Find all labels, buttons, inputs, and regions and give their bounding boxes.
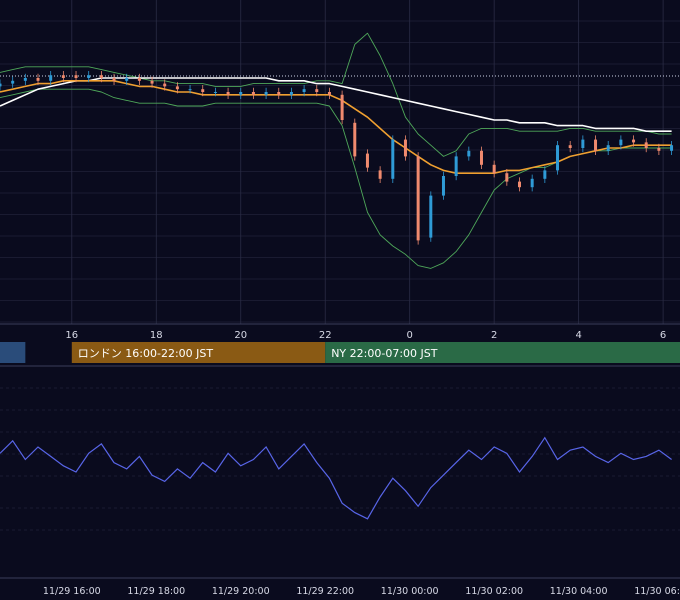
price-x-tick-label: 20	[234, 330, 247, 341]
price-x-tick-label: 22	[319, 330, 332, 341]
moving-average-slow-line	[0, 77, 672, 132]
candle-body	[518, 181, 522, 188]
candle-body	[112, 78, 116, 81]
oscillator-x-tick-label: 11/30 02:00	[465, 586, 523, 597]
candle-body	[454, 156, 458, 176]
candle-body	[378, 170, 382, 179]
candle-body	[594, 139, 598, 151]
oscillator-x-tick-label: 11/30 06:00	[634, 586, 680, 597]
candle-body	[175, 86, 179, 90]
price-x-axis-ticks: 16 18 20 22 0 2 4 6	[65, 330, 666, 341]
candle-body	[74, 75, 78, 78]
candle-body	[150, 80, 154, 84]
price-x-tick-label: 0	[407, 330, 413, 341]
oscillator-series	[0, 436, 672, 520]
candle-body	[36, 78, 40, 81]
candle-body	[49, 75, 53, 81]
candle-body	[568, 145, 572, 148]
candle-body	[188, 89, 192, 91]
candle-body	[543, 170, 547, 179]
candle-body	[606, 145, 610, 151]
price-panel-series	[0, 32, 674, 269]
candle-body	[61, 75, 65, 78]
candle-body	[416, 156, 420, 241]
candle-body	[479, 150, 483, 165]
oscillator-x-tick-label: 11/29 20:00	[212, 586, 270, 597]
candle-body	[226, 92, 230, 95]
bollinger-upper-band	[0, 32, 672, 157]
price-x-tick-label: 2	[491, 330, 497, 341]
candle-body	[251, 92, 255, 95]
price-panel-grid	[0, 0, 680, 324]
candle-body	[657, 148, 661, 151]
candle-body	[670, 145, 674, 151]
candle-body	[327, 92, 331, 95]
candle-body	[125, 78, 129, 81]
candle-body	[201, 89, 205, 92]
candle-body	[353, 122, 357, 157]
candle-body	[213, 92, 217, 93]
oscillator-line	[0, 436, 672, 520]
candle-body	[239, 92, 243, 95]
candle-body	[0, 83, 2, 87]
candle-body	[163, 83, 167, 87]
oscillator-x-tick-label: 11/29 16:00	[43, 586, 101, 597]
candle-body	[619, 139, 623, 146]
candle-body	[289, 92, 293, 95]
session-label: ロンドン 16:00-22:00 JST	[78, 347, 214, 360]
oscillator-x-axis-ticks: 11/29 16:00 11/29 18:00 11/29 20:00 11/29 2…	[43, 586, 680, 597]
price-x-tick-label: 6	[660, 330, 666, 341]
price-x-tick-label: 18	[150, 330, 163, 341]
session-bands: ロンドン 16:00-22:00 JST NY 22:00-07:00 JST	[0, 342, 680, 363]
price-x-tick-label: 16	[65, 330, 78, 341]
session-band	[325, 342, 680, 363]
moving-average-fast-line	[0, 80, 672, 174]
candle-body	[556, 145, 560, 171]
candle-body	[365, 153, 369, 168]
candle-body	[467, 150, 471, 157]
candle-body	[391, 139, 395, 179]
candle-body	[530, 178, 534, 188]
candle-body	[277, 92, 281, 95]
oscillator-x-tick-label: 11/30 04:00	[550, 586, 608, 597]
candle-body	[581, 139, 585, 148]
candle-body	[492, 164, 496, 174]
session-band	[0, 342, 26, 363]
oscillator-x-tick-label: 11/29 18:00	[127, 586, 185, 597]
candle-body	[505, 173, 509, 182]
candle-body	[137, 78, 141, 81]
candle-body	[315, 89, 319, 92]
candle-body	[441, 176, 445, 196]
candle-body	[23, 78, 27, 81]
candle-body	[99, 75, 103, 78]
price-x-tick-label: 4	[575, 330, 581, 341]
candle-body	[644, 142, 648, 148]
candle-body	[264, 92, 268, 95]
candle-body	[87, 75, 91, 78]
candle-body	[403, 139, 407, 157]
candle-body	[302, 89, 306, 92]
oscillator-panel-grid	[0, 387, 680, 531]
candle-body	[429, 195, 433, 238]
session-label: NY 22:00-07:00 JST	[331, 347, 438, 360]
candle-body	[11, 80, 15, 84]
candle-body	[632, 139, 636, 143]
candle-body	[340, 94, 344, 120]
oscillator-x-tick-label: 11/29 22:00	[296, 586, 354, 597]
oscillator-x-tick-label: 11/30 00:00	[381, 586, 439, 597]
session-band	[71, 342, 326, 363]
